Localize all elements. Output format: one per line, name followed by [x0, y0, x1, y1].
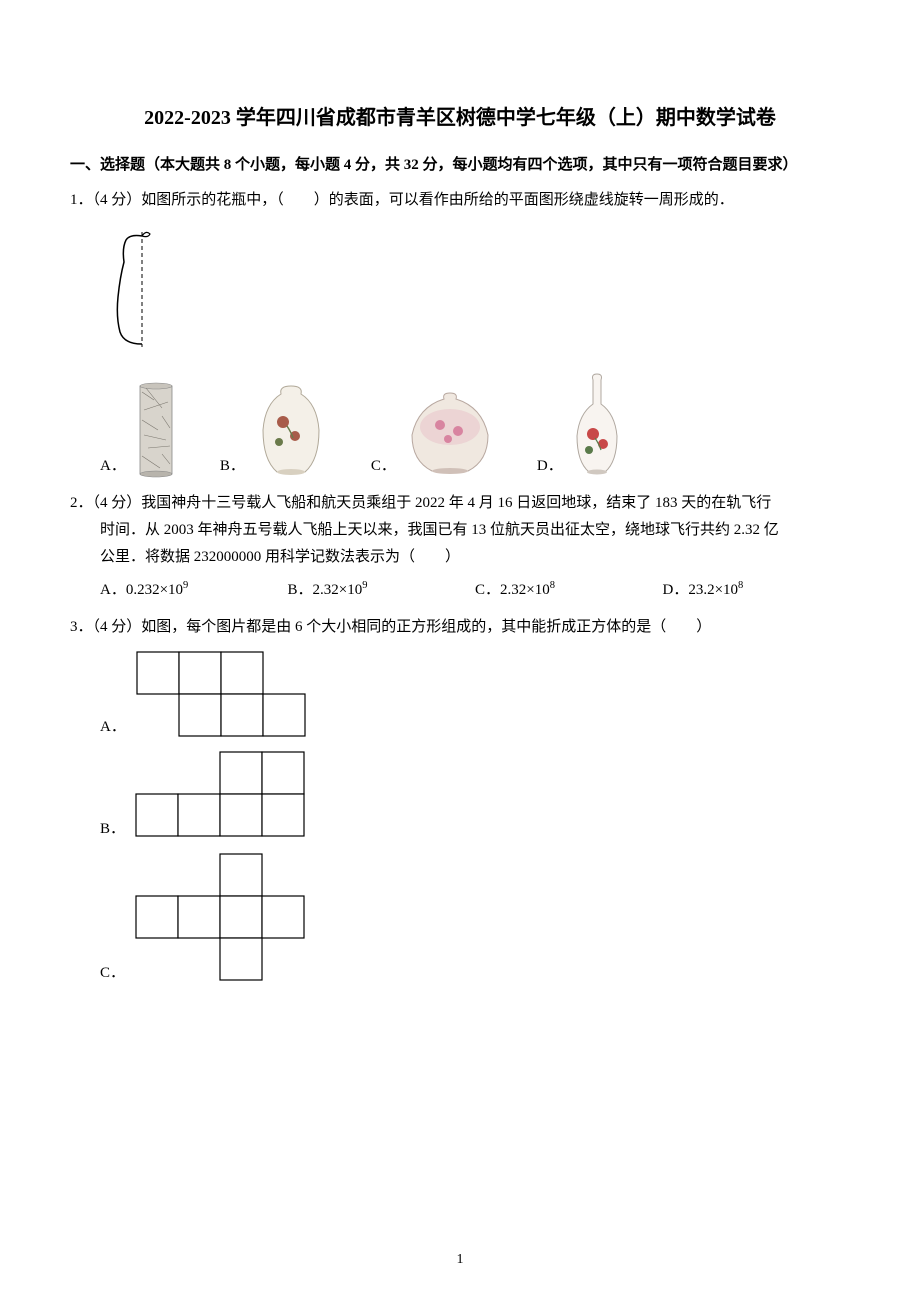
- net-c-icon: [135, 853, 315, 987]
- option-label: D．: [537, 453, 563, 480]
- section-header: 一、选择题（本大题共 8 个小题，每小题 4 分，共 32 分，每小题均有四个选…: [70, 152, 850, 179]
- option-text: A．0.232×10: [100, 582, 183, 598]
- option-label: A．: [100, 453, 126, 480]
- question-1: 1．（4 分）如图所示的花瓶中，（ ）的表面，可以看作由所给的平面图形绕虚线旋转…: [70, 187, 850, 480]
- option-label: C．: [100, 960, 125, 987]
- option-sup: 9: [183, 580, 188, 591]
- q2-option-a[interactable]: A．0.232×109: [100, 577, 288, 604]
- q1-option-d[interactable]: D．: [537, 370, 624, 480]
- q2-option-c[interactable]: C．2.32×108: [475, 577, 663, 604]
- q1-option-b[interactable]: B．: [220, 380, 331, 480]
- option-text: B．2.32×10: [288, 582, 363, 598]
- question-3: 3．（4 分）如图，每个图片都是由 6 个大小相同的正方形组成的，其中能折成正方…: [70, 614, 850, 987]
- page-number: 1: [457, 1247, 464, 1272]
- page-title: 2022-2023 学年四川省成都市青羊区树德中学七年级（上）期中数学试卷: [70, 100, 850, 136]
- q2-text: 2．（4 分）我国神舟十三号载人飞船和航天员乘组于 2022 年 4 月 16 …: [70, 490, 850, 517]
- q2-options-row: A．0.232×109 B．2.32×109 C．2.32×108 D．23.2…: [100, 577, 850, 604]
- option-label: B．: [100, 816, 125, 843]
- option-label: B．: [220, 453, 245, 480]
- net-b-icon: [135, 751, 315, 843]
- option-text: D．23.2×10: [663, 582, 739, 598]
- option-sup: 8: [550, 580, 555, 591]
- q1-options-row: A． B． C．: [100, 370, 850, 480]
- q3-option-c[interactable]: C．: [100, 853, 850, 987]
- q3-option-b[interactable]: B．: [100, 751, 850, 843]
- option-sup: 9: [362, 580, 367, 591]
- q2-option-d[interactable]: D．23.2×108: [663, 577, 851, 604]
- net-a-icon: [136, 651, 306, 741]
- vase-c-icon: [402, 385, 497, 480]
- q1-option-c[interactable]: C．: [371, 385, 497, 480]
- q1-option-a[interactable]: A．: [100, 380, 180, 480]
- q2-cont1: 时间．从 2003 年神舟五号载人飞船上天以来，我国已有 13 位航天员出征太空…: [70, 517, 850, 544]
- q3-option-a[interactable]: A．: [100, 651, 850, 741]
- q2-cont2: 公里．将数据 232000000 用科学记数法表示为（ ）: [70, 544, 850, 571]
- q3-text: 3．（4 分）如图，每个图片都是由 6 个大小相同的正方形组成的，其中能折成正方…: [70, 614, 850, 641]
- vase-d-icon: [569, 370, 624, 480]
- question-2: 2．（4 分）我国神舟十三号载人飞船和航天员乘组于 2022 年 4 月 16 …: [70, 490, 850, 604]
- option-label: A．: [100, 714, 126, 741]
- option-sup: 8: [738, 580, 743, 591]
- option-label: C．: [371, 453, 396, 480]
- option-text: C．2.32×10: [475, 582, 550, 598]
- q2-option-b[interactable]: B．2.32×109: [288, 577, 476, 604]
- vase-b-icon: [251, 380, 331, 480]
- q1-rotation-figure: [100, 222, 850, 362]
- rotation-profile-svg: [100, 222, 155, 352]
- q1-text: 1．（4 分）如图所示的花瓶中，（ ）的表面，可以看作由所给的平面图形绕虚线旋转…: [70, 187, 850, 214]
- vase-a-icon: [132, 380, 180, 480]
